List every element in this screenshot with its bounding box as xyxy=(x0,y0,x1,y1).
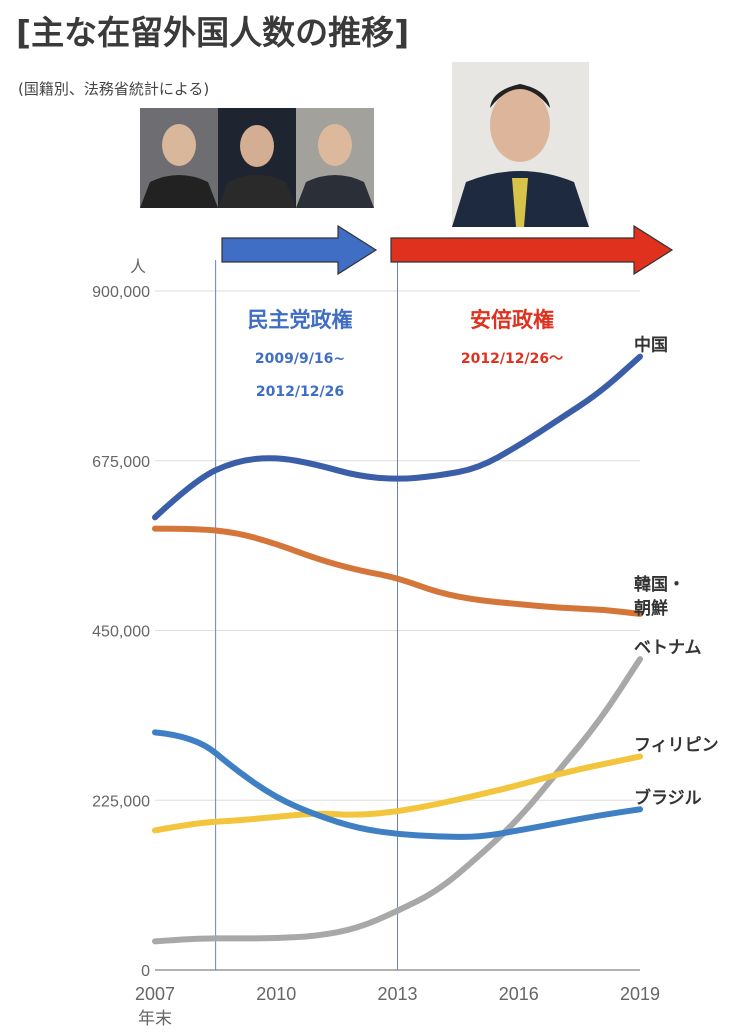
abe-era-label: 安倍政権 xyxy=(470,308,554,332)
series-line-3 xyxy=(152,753,643,834)
y-tick-label: 900,000 xyxy=(92,284,150,301)
y-tick-label: 225,000 xyxy=(92,793,150,810)
photo-strip xyxy=(140,62,589,227)
series-label-3: フィリピン xyxy=(634,735,719,755)
y-axis-unit: 人 xyxy=(130,258,146,276)
series-label-1: 韓国・朝鮮 xyxy=(634,574,685,619)
x-tick-label: 2019 xyxy=(620,984,660,1004)
abe-era-start-date: 2012/12/26～ xyxy=(461,351,563,367)
dpj-era-label: 民主党政権 xyxy=(248,308,353,332)
dpj-era-start-date: 2009/9/16~ xyxy=(255,351,345,367)
y-tick-label: 450,000 xyxy=(92,624,150,641)
portrait-1 xyxy=(140,108,218,208)
portrait-abe xyxy=(452,62,589,227)
x-tick-label: 2013 xyxy=(377,984,417,1004)
y-tick-label: 675,000 xyxy=(92,454,150,471)
x-tick-label: 2007 xyxy=(135,984,175,1004)
portrait-3 xyxy=(296,108,374,208)
series-line-4 xyxy=(152,729,643,840)
series-label-0: 中国 xyxy=(634,335,668,356)
chart-title: [主な在留外国人数の推移] xyxy=(16,13,409,52)
series-label-2: ベトナム xyxy=(634,638,702,658)
x-tick-label: 2010 xyxy=(256,984,296,1004)
y-tick-label: 0 xyxy=(141,963,150,980)
series-line-0 xyxy=(152,353,643,521)
abe-arrow xyxy=(390,224,674,276)
series-label-4: ブラジル xyxy=(634,787,702,808)
portrait-2 xyxy=(218,108,296,208)
chart-subtitle: (国籍別、法務省統計による) xyxy=(18,80,209,98)
series-line-1 xyxy=(152,525,643,617)
series-line-2 xyxy=(152,656,643,945)
x-axis-unit: 年末 xyxy=(138,1009,172,1028)
dpj-arrow xyxy=(221,224,378,276)
x-tick-label: 2016 xyxy=(499,984,539,1004)
dpj-era-end-date: 2012/12/26 xyxy=(256,384,344,400)
